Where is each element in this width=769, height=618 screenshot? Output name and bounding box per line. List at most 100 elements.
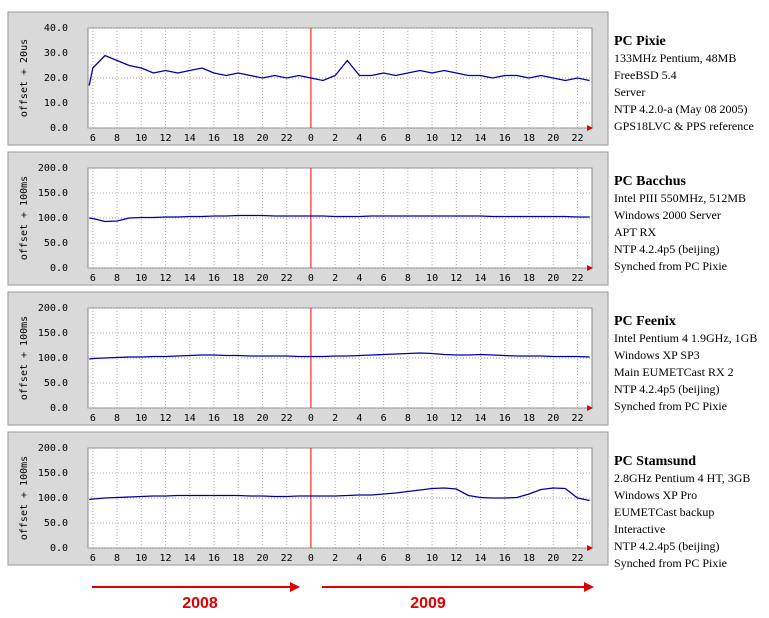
- x-tick-label: 6: [381, 273, 387, 284]
- x-tick-label: 14: [475, 553, 487, 564]
- panel-title: PC Pixie: [614, 34, 666, 49]
- panel-note: Windows XP SP3: [614, 348, 700, 362]
- x-tick-label: 16: [499, 413, 511, 424]
- x-tick-label: 0: [308, 133, 314, 144]
- x-tick-label: 12: [450, 133, 462, 144]
- x-tick-label: 0: [308, 553, 314, 564]
- x-tick-label: 12: [160, 133, 172, 144]
- x-tick-label: 18: [232, 553, 244, 564]
- x-tick-label: 0: [308, 273, 314, 284]
- x-tick-label: 8: [114, 273, 120, 284]
- y-tick-label: 50.0: [44, 378, 68, 389]
- y-tick-label: 200.0: [38, 303, 68, 314]
- panel-note: NTP 4.2.4p5 (beijing): [614, 242, 720, 256]
- x-tick-label: 10: [135, 413, 147, 424]
- panel-note: Interactive: [614, 522, 665, 536]
- x-tick-label: 10: [135, 273, 147, 284]
- panel-title: PC Stamsund: [614, 454, 696, 469]
- y-tick-label: 100.0: [38, 493, 68, 504]
- arrow-head: [290, 582, 300, 592]
- x-tick-label: 14: [475, 273, 487, 284]
- x-tick-label: 22: [281, 553, 293, 564]
- x-tick-label: 16: [499, 553, 511, 564]
- y-tick-label: 50.0: [44, 238, 68, 249]
- y-tick-label: 50.0: [44, 518, 68, 529]
- x-tick-label: 12: [160, 553, 172, 564]
- panel-note: GPS18LVC & PPS reference: [614, 119, 754, 133]
- x-tick-label: 22: [281, 133, 293, 144]
- axis-arrow: [587, 265, 593, 271]
- x-tick-label: 8: [405, 273, 411, 284]
- x-tick-label: 18: [232, 413, 244, 424]
- panel-note: 133MHz Pentium, 48MB: [614, 51, 736, 65]
- y-tick-label: 150.0: [38, 468, 68, 479]
- x-tick-label: 12: [450, 273, 462, 284]
- x-tick-label: 10: [135, 133, 147, 144]
- panel-note: Synched from PC Pixie: [614, 556, 727, 570]
- x-tick-label: 16: [208, 133, 220, 144]
- x-tick-label: 10: [426, 553, 438, 564]
- x-tick-label: 8: [405, 413, 411, 424]
- x-tick-label: 6: [90, 553, 96, 564]
- x-tick-label: 18: [232, 133, 244, 144]
- panel-note: Windows 2000 Server: [614, 208, 721, 222]
- x-tick-label: 18: [523, 553, 535, 564]
- x-tick-label: 4: [356, 413, 362, 424]
- y-tick-label: 0.0: [50, 403, 68, 414]
- x-tick-label: 14: [184, 413, 196, 424]
- x-tick-label: 16: [208, 413, 220, 424]
- y-tick-label: 100.0: [38, 213, 68, 224]
- y-tick-label: 40.0: [44, 23, 68, 34]
- x-tick-label: 4: [356, 553, 362, 564]
- panel-note: Windows XP Pro: [614, 488, 697, 502]
- data-line: [89, 214, 590, 223]
- x-tick-label: 16: [499, 133, 511, 144]
- x-tick-label: 18: [232, 273, 244, 284]
- panel-note: Synched from PC Pixie: [614, 259, 727, 273]
- x-tick-label: 22: [571, 553, 583, 564]
- x-tick-label: 18: [523, 413, 535, 424]
- y-axis-label: offset + 20us: [19, 39, 30, 117]
- x-tick-label: 8: [114, 553, 120, 564]
- panel-note: Intel PIII 550MHz, 512MB: [614, 191, 746, 205]
- x-tick-label: 20: [547, 413, 559, 424]
- panel-note: 2.8GHz Pentium 4 HT, 3GB: [614, 471, 750, 485]
- x-tick-label: 10: [426, 413, 438, 424]
- panel-note: NTP 4.2.4p5 (beijing): [614, 539, 720, 553]
- x-tick-label: 16: [208, 273, 220, 284]
- x-tick-label: 4: [356, 133, 362, 144]
- x-tick-label: 14: [184, 133, 196, 144]
- x-tick-label: 10: [426, 273, 438, 284]
- axis-arrow: [587, 545, 593, 551]
- axis-arrow: [587, 125, 593, 131]
- panel-note: Intel Pentium 4 1.9GHz, 1GB: [614, 331, 757, 345]
- x-tick-label: 14: [475, 413, 487, 424]
- y-axis-label: offset + 100ms: [19, 456, 30, 540]
- data-line: [89, 487, 590, 502]
- y-tick-label: 30.0: [44, 48, 68, 59]
- x-tick-label: 20: [256, 273, 268, 284]
- panel-note: EUMETCast backup: [614, 505, 714, 519]
- x-tick-label: 10: [135, 553, 147, 564]
- y-tick-label: 200.0: [38, 163, 68, 174]
- x-tick-label: 14: [184, 553, 196, 564]
- x-tick-label: 2: [332, 133, 338, 144]
- arrow-head: [584, 582, 594, 592]
- y-axis-label: offset + 100ms: [19, 316, 30, 400]
- x-tick-label: 6: [90, 413, 96, 424]
- x-tick-label: 6: [381, 553, 387, 564]
- x-tick-label: 18: [523, 273, 535, 284]
- x-tick-label: 12: [450, 413, 462, 424]
- x-tick-label: 20: [547, 133, 559, 144]
- x-tick-label: 12: [450, 553, 462, 564]
- data-line: [88, 54, 590, 86]
- panel-note: APT RX: [614, 225, 656, 239]
- y-tick-label: 200.0: [38, 443, 68, 454]
- y-tick-label: 0.0: [50, 263, 68, 274]
- panel-note: NTP 4.2.4p5 (beijing): [614, 382, 720, 396]
- x-tick-label: 6: [381, 413, 387, 424]
- x-tick-label: 20: [256, 133, 268, 144]
- x-tick-label: 18: [523, 133, 535, 144]
